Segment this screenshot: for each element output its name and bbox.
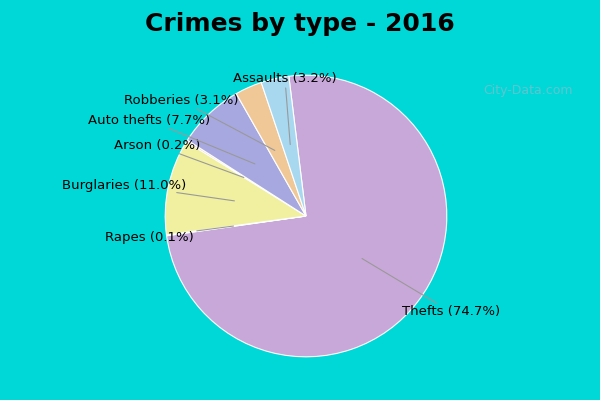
Text: Robberies (3.1%): Robberies (3.1%) bbox=[124, 94, 275, 150]
Wedge shape bbox=[187, 140, 306, 216]
Wedge shape bbox=[187, 94, 306, 216]
Text: Arson (0.2%): Arson (0.2%) bbox=[114, 139, 244, 178]
Wedge shape bbox=[167, 75, 447, 357]
Text: Burglaries (11.0%): Burglaries (11.0%) bbox=[62, 178, 235, 201]
Text: Thefts (74.7%): Thefts (74.7%) bbox=[362, 258, 500, 318]
Text: Rapes (0.1%): Rapes (0.1%) bbox=[104, 226, 233, 244]
Wedge shape bbox=[261, 76, 306, 216]
Text: Auto thefts (7.7%): Auto thefts (7.7%) bbox=[88, 114, 255, 164]
Text: Crimes by type - 2016: Crimes by type - 2016 bbox=[145, 12, 455, 36]
Wedge shape bbox=[236, 82, 306, 216]
Wedge shape bbox=[166, 216, 306, 236]
Wedge shape bbox=[165, 142, 306, 235]
Text: Assaults (3.2%): Assaults (3.2%) bbox=[233, 72, 337, 144]
Text: City-Data.com: City-Data.com bbox=[483, 84, 573, 97]
